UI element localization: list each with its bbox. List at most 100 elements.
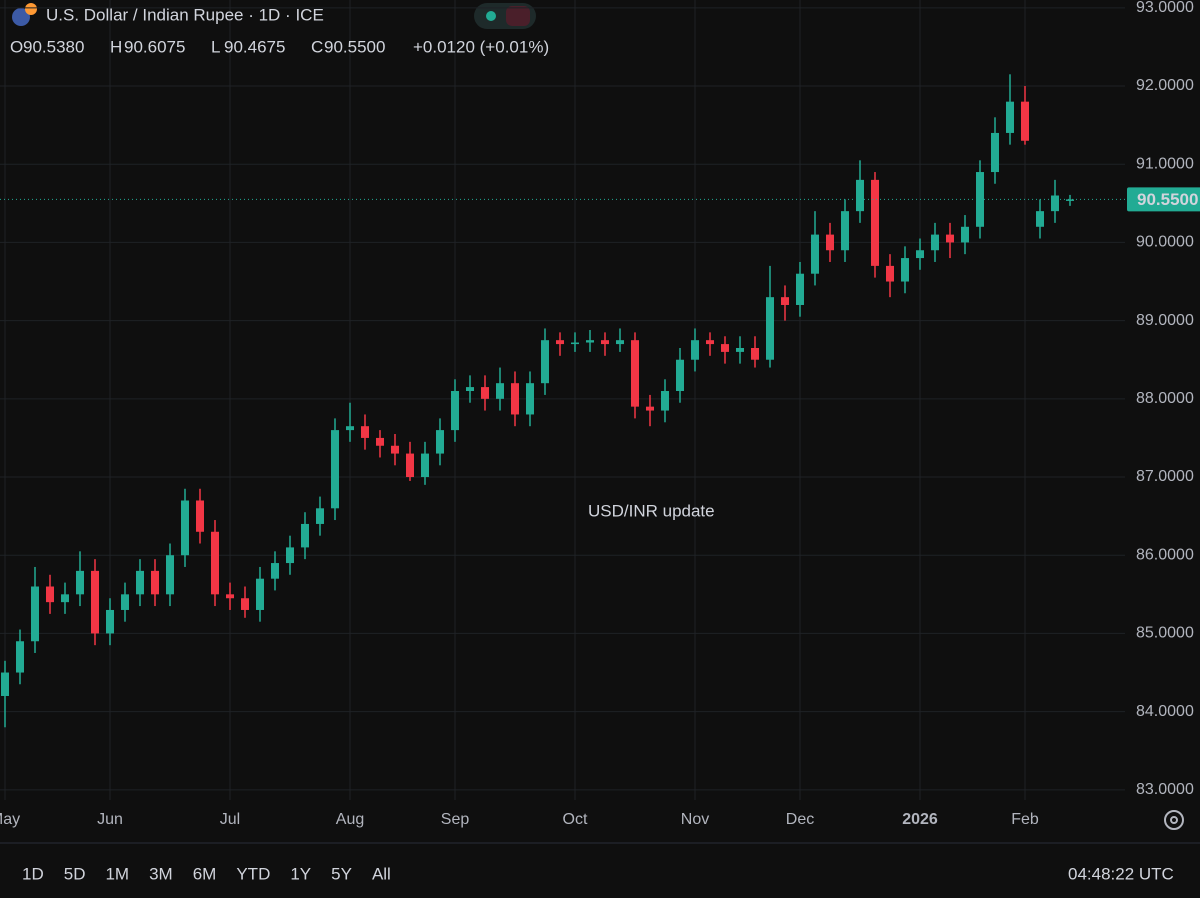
candle-body xyxy=(211,531,219,595)
candle-body xyxy=(796,273,804,305)
candle-body xyxy=(406,453,414,478)
candle-body xyxy=(601,340,609,345)
x-tick-label: 2026 xyxy=(902,811,938,828)
candle-body xyxy=(811,234,819,274)
y-tick-label: 84.0000 xyxy=(1136,703,1194,720)
candle-body xyxy=(631,340,639,407)
x-tick-label: Jun xyxy=(97,811,123,828)
ohlc-key: C xyxy=(311,37,323,56)
candle-body xyxy=(1006,101,1014,133)
candle-body xyxy=(721,344,729,352)
status-icon[interactable] xyxy=(506,6,530,26)
candle-body xyxy=(871,179,879,266)
x-tick-label: Dec xyxy=(786,811,814,828)
y-tick-label: 83.0000 xyxy=(1136,781,1194,798)
candle-body xyxy=(376,437,384,446)
candle-body xyxy=(706,340,714,345)
clock: 04:48:22 UTC xyxy=(1068,864,1174,883)
candle-body xyxy=(1066,199,1074,201)
candle-body xyxy=(766,297,774,360)
x-tick-label: Jul xyxy=(220,811,240,828)
candle-body xyxy=(991,132,999,173)
annotation: USD/INR update xyxy=(588,501,715,520)
candle-body xyxy=(1021,101,1029,141)
candle-body xyxy=(691,340,699,360)
candle-body xyxy=(346,426,354,431)
range-button[interactable]: 3M xyxy=(149,864,173,883)
candle-body xyxy=(946,234,954,243)
candle-body xyxy=(181,500,189,556)
symbol-flag xyxy=(12,3,37,26)
ohlc-value: 90.6075 xyxy=(124,37,185,56)
candle-body xyxy=(616,340,624,345)
candle-body xyxy=(586,340,594,343)
gear-ring[interactable] xyxy=(1164,810,1184,830)
x-tick-label: Nov xyxy=(681,811,709,828)
candle-body xyxy=(451,391,459,431)
x-tick-label: Aug xyxy=(336,811,364,828)
candle-body xyxy=(286,547,294,564)
candle-body xyxy=(556,340,564,345)
candle-body xyxy=(331,430,339,509)
candle-body xyxy=(646,406,654,411)
candle-body xyxy=(421,453,429,478)
candle-body xyxy=(661,391,669,411)
candle-body xyxy=(511,383,519,415)
candle-body xyxy=(301,523,309,548)
candle-body xyxy=(841,211,849,251)
candle-body xyxy=(856,179,864,212)
candle-body xyxy=(46,586,54,603)
candle-body xyxy=(391,445,399,454)
candle-body xyxy=(916,250,924,259)
x-tick-label: Oct xyxy=(563,811,588,828)
candle-body xyxy=(961,226,969,243)
candle-body xyxy=(241,598,249,610)
candle-body xyxy=(31,586,39,642)
candle-body xyxy=(316,508,324,524)
candle-body xyxy=(1,672,9,696)
y-tick-label: 86.0000 xyxy=(1136,546,1194,563)
range-button[interactable]: 5D xyxy=(64,864,86,883)
candle-body xyxy=(676,359,684,392)
candle-body xyxy=(781,297,789,305)
ohlc-key: L xyxy=(211,37,220,56)
gear-hub[interactable] xyxy=(1170,816,1178,824)
range-button[interactable]: All xyxy=(372,864,391,883)
candle-body xyxy=(1051,195,1059,212)
candle-body xyxy=(361,426,369,438)
candle-body xyxy=(541,340,549,384)
candle-body xyxy=(571,342,579,345)
range-button[interactable]: 6M xyxy=(193,864,217,883)
candle-body xyxy=(886,265,894,282)
candle-body xyxy=(271,563,279,579)
candle-body xyxy=(106,609,114,634)
ohlc-key: H xyxy=(110,37,122,56)
candle-body xyxy=(256,578,264,610)
y-tick-label: 90.0000 xyxy=(1136,234,1194,251)
candle-body xyxy=(901,258,909,282)
last-price-box xyxy=(1127,187,1200,212)
candle-body xyxy=(91,570,99,634)
candle-body xyxy=(736,347,744,352)
candle-body xyxy=(151,570,159,595)
candle-body xyxy=(931,234,939,251)
candle-body xyxy=(1036,211,1044,227)
market-status-dot xyxy=(486,11,496,21)
range-button[interactable]: 1M xyxy=(105,864,129,883)
range-button[interactable]: 5Y xyxy=(331,864,352,883)
gear-icon[interactable] xyxy=(1164,810,1184,830)
ohlc-value: 90.5380 xyxy=(23,37,84,56)
change-value: +0.0120 (+0.01%) xyxy=(413,37,549,56)
y-tick-label: 92.0000 xyxy=(1136,77,1194,94)
y-tick-label: 91.0000 xyxy=(1136,155,1194,172)
candle-body xyxy=(226,594,234,599)
candle-body xyxy=(436,430,444,454)
range-button[interactable]: 1Y xyxy=(290,864,311,883)
candle-body xyxy=(61,594,69,603)
y-tick-label: 89.0000 xyxy=(1136,312,1194,329)
candle-body xyxy=(481,387,489,399)
x-tick-label: Sep xyxy=(441,811,470,828)
range-button[interactable]: YTD xyxy=(236,864,270,883)
range-button[interactable]: 1D xyxy=(22,864,44,883)
